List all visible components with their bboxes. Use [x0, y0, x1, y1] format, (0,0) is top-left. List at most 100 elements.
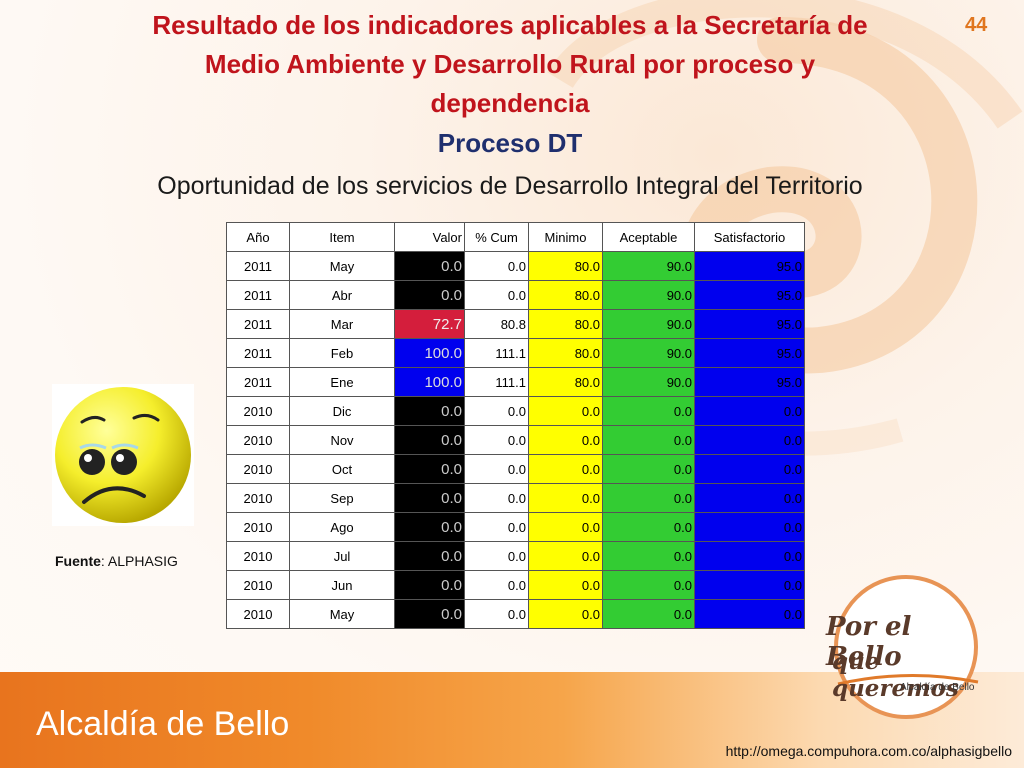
cum-cell: 0.0 [464, 541, 529, 571]
sad-face-icon [52, 384, 194, 526]
minimo-cell: 0.0 [528, 425, 603, 455]
table-header-row: Año Item Valor % Cum Minimo Aceptable Sa… [226, 222, 805, 252]
cum-cell: 0.0 [464, 454, 529, 484]
header-cell: Minimo [528, 222, 603, 252]
minimo-cell: 0.0 [528, 599, 603, 629]
header-cell: % Cum [464, 222, 529, 252]
aceptable-cell: 0.0 [602, 512, 695, 542]
year-cell: 2010 [226, 541, 290, 571]
year-cell: 2010 [226, 483, 290, 513]
minimo-cell: 0.0 [528, 512, 603, 542]
page-number: 44 [965, 14, 988, 36]
valor-cell: 0.0 [394, 599, 465, 629]
table-row: 2010 Dic 0.0 0.0 0.0 0.0 0.0 [226, 396, 805, 426]
year-cell: 2010 [226, 425, 290, 455]
year-cell: 2011 [226, 280, 290, 310]
title-line: Medio Ambiente y Desarrollo Rural por pr… [204, 49, 816, 79]
aceptable-cell: 0.0 [602, 425, 695, 455]
footer-url[interactable]: http://omega.compuhora.com.co/alphasigbe… [725, 743, 1012, 759]
minimo-cell: 0.0 [528, 570, 603, 600]
table-row: 2010 May 0.0 0.0 0.0 0.0 0.0 [226, 599, 805, 629]
campaign-logo: Por el Bello que queremos Alcaldía de Be… [818, 572, 994, 722]
footer-brand: Alcaldía de Bello [36, 705, 290, 743]
item-cell: Abr [289, 280, 395, 310]
aceptable-cell: 90.0 [602, 280, 695, 310]
satisfactorio-cell: 0.0 [694, 512, 805, 542]
minimo-cell: 0.0 [528, 483, 603, 513]
aceptable-cell: 0.0 [602, 396, 695, 426]
table-row: 2010 Jun 0.0 0.0 0.0 0.0 0.0 [226, 570, 805, 600]
satisfactorio-cell: 0.0 [694, 541, 805, 571]
logo-line: que queremos [832, 648, 959, 702]
valor-cell: 0.0 [394, 570, 465, 600]
year-cell: 2010 [226, 570, 290, 600]
valor-cell: 0.0 [394, 425, 465, 455]
year-cell: 2011 [226, 367, 290, 397]
logo-line: Por el Bello [826, 612, 912, 672]
title-line: Resultado de los indicadores aplicables … [152, 10, 868, 40]
aceptable-cell: 90.0 [602, 367, 695, 397]
indicator-heading: Oportunidad de los servicios de Desarrol… [157, 172, 863, 200]
item-cell: Dic [289, 396, 395, 426]
aceptable-cell: 0.0 [602, 483, 695, 513]
satisfactorio-cell: 0.0 [694, 396, 805, 426]
minimo-cell: 0.0 [528, 454, 603, 484]
cum-cell: 0.0 [464, 570, 529, 600]
satisfactorio-cell: 0.0 [694, 599, 805, 629]
slide-title: Resultado de los indicadores aplicables … [100, 6, 920, 123]
aceptable-cell: 0.0 [602, 541, 695, 571]
aceptable-cell: 0.0 [602, 599, 695, 629]
header-cell: Aceptable [602, 222, 695, 252]
item-cell: May [289, 251, 395, 281]
cum-cell: 111.1 [464, 367, 529, 397]
aceptable-cell: 0.0 [602, 570, 695, 600]
table-row: 2011 Feb 100.0 111.1 80.0 90.0 95.0 [226, 338, 805, 368]
cum-cell: 0.0 [464, 251, 529, 281]
valor-cell: 100.0 [394, 338, 465, 368]
year-cell: 2011 [226, 251, 290, 281]
source-value: : ALPHASIG [100, 553, 178, 569]
satisfactorio-cell: 95.0 [694, 338, 805, 368]
valor-cell: 72.7 [394, 309, 465, 339]
valor-cell: 0.0 [394, 512, 465, 542]
valor-cell: 0.0 [394, 280, 465, 310]
table-row: 2011 Abr 0.0 0.0 80.0 90.0 95.0 [226, 280, 805, 310]
logo-line: Alcaldía de Bello [900, 682, 975, 693]
cum-cell: 111.1 [464, 338, 529, 368]
item-cell: Sep [289, 483, 395, 513]
header-cell: Satisfactorio [694, 222, 805, 252]
item-cell: Ene [289, 367, 395, 397]
year-cell: 2011 [226, 309, 290, 339]
aceptable-cell: 90.0 [602, 251, 695, 281]
valor-cell: 100.0 [394, 367, 465, 397]
header-cell: Item [289, 222, 395, 252]
process-subtitle: Proceso DT [437, 128, 583, 158]
cum-cell: 0.0 [464, 425, 529, 455]
aceptable-cell: 0.0 [602, 454, 695, 484]
table-row: 2011 May 0.0 0.0 80.0 90.0 95.0 [226, 251, 805, 281]
satisfactorio-cell: 0.0 [694, 570, 805, 600]
minimo-cell: 80.0 [528, 280, 603, 310]
source-label: Fuente [55, 553, 101, 569]
cum-cell: 0.0 [464, 483, 529, 513]
table-row: 2011 Mar 72.7 80.8 80.0 90.0 95.0 [226, 309, 805, 339]
cum-cell: 0.0 [464, 512, 529, 542]
header-cell: Valor [394, 222, 465, 252]
minimo-cell: 0.0 [528, 541, 603, 571]
item-cell: Jun [289, 570, 395, 600]
year-cell: 2011 [226, 338, 290, 368]
valor-cell: 0.0 [394, 251, 465, 281]
valor-cell: 0.0 [394, 483, 465, 513]
satisfactorio-cell: 95.0 [694, 251, 805, 281]
aceptable-cell: 90.0 [602, 309, 695, 339]
year-cell: 2010 [226, 396, 290, 426]
year-cell: 2010 [226, 454, 290, 484]
indicator-table: Año Item Valor % Cum Minimo Aceptable Sa… [226, 222, 805, 629]
satisfactorio-cell: 95.0 [694, 367, 805, 397]
source-note: Fuente: ALPHASIG [55, 553, 178, 569]
satisfactorio-cell: 0.0 [694, 454, 805, 484]
item-cell: Ago [289, 512, 395, 542]
item-cell: Mar [289, 309, 395, 339]
minimo-cell: 80.0 [528, 338, 603, 368]
logo-ring [834, 575, 979, 719]
